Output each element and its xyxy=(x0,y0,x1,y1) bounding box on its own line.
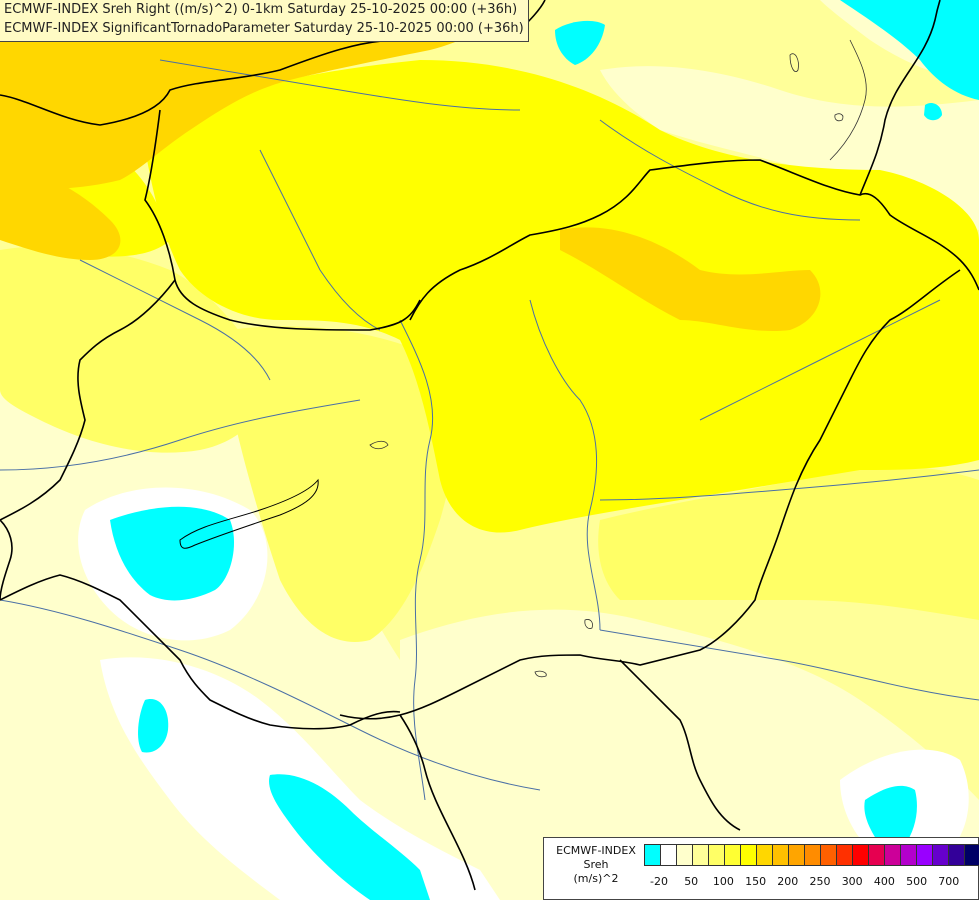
legend-swatch xyxy=(900,844,917,866)
field-cyan-north xyxy=(555,20,605,65)
legend-swatch xyxy=(724,844,741,866)
legend-tick-label: 700 xyxy=(938,875,960,888)
legend-swatch xyxy=(948,844,965,866)
border-hungary-romania xyxy=(339,269,961,720)
map-header: ECMWF-INDEX Sreh Right ((m/s)^2) 0-1km S… xyxy=(0,0,529,42)
field-pale-south xyxy=(400,609,979,900)
legend-tick-label: 250 xyxy=(809,875,831,888)
border-west-slovenia xyxy=(0,519,13,601)
minor-borders xyxy=(369,39,867,678)
legend-title-unit: (m/s)^2 xyxy=(573,872,619,885)
legend-tick-label: 100 xyxy=(712,875,734,888)
border-croatia-serbia xyxy=(399,714,476,891)
border-czech-slovak xyxy=(144,109,421,331)
field-gold-center xyxy=(560,227,821,332)
field-cyan-west xyxy=(110,506,235,601)
field-gold-west xyxy=(0,160,121,260)
legend-tick-label: 200 xyxy=(777,875,799,888)
legend-swatch xyxy=(692,844,709,866)
legend-ticks: -20 50 100 150 200 250 300 400 500 700 xyxy=(645,875,975,889)
field-medium-east xyxy=(598,465,979,620)
legend-tick-label: 50 xyxy=(684,875,699,888)
field-cyan-southeast xyxy=(864,785,917,845)
legend-swatch xyxy=(820,844,837,866)
legend-swatch xyxy=(708,844,725,866)
header-line-sreh: ECMWF-INDEX Sreh Right ((m/s)^2) 0-1km S… xyxy=(4,2,518,17)
field-cyan-south xyxy=(269,774,430,900)
legend-tick-label: 500 xyxy=(906,875,928,888)
legend-tick-label: 300 xyxy=(841,875,863,888)
field-cyan-south-small xyxy=(138,699,169,753)
border-east-ukraine xyxy=(859,0,941,196)
legend-swatch xyxy=(916,844,933,866)
legend-swatch xyxy=(868,844,885,866)
legend-swatch xyxy=(772,844,789,866)
field-cyan-ne-dot xyxy=(924,103,942,121)
legend-swatch xyxy=(740,844,757,866)
legend-swatch xyxy=(644,844,661,866)
legend-title-model: ECMWF-INDEX xyxy=(556,844,636,857)
legend-swatch xyxy=(836,844,853,866)
border-slovenia-croatia xyxy=(0,574,401,730)
color-legend: ECMWF-INDEX Sreh (m/s)^2 -20 50 100 150 200 2… xyxy=(543,837,979,900)
legend-swatch xyxy=(964,844,979,866)
header-line-stp: ECMWF-INDEX SignificantTornadoParameter … xyxy=(4,21,524,36)
field-cyan-northeast xyxy=(840,0,979,100)
legend-swatch xyxy=(852,844,869,866)
legend-tick-label: 150 xyxy=(745,875,767,888)
legend-swatches xyxy=(644,844,979,866)
legend-swatch xyxy=(676,844,693,866)
field-strong-core xyxy=(140,60,979,533)
lake-outline xyxy=(179,478,319,549)
legend-tick-label: -20 xyxy=(650,875,668,888)
field-medium-west xyxy=(0,246,267,453)
legend-swatch xyxy=(660,844,677,866)
legend-swatch xyxy=(788,844,805,866)
legend-swatch xyxy=(756,844,773,866)
legend-title: ECMWF-INDEX Sreh (m/s)^2 xyxy=(548,844,644,886)
legend-tick-label: 400 xyxy=(873,875,895,888)
border-slovak-hungary xyxy=(409,159,979,321)
rivers xyxy=(0,59,979,801)
border-austria-hungary xyxy=(0,279,176,521)
border-romania-serbia xyxy=(619,659,741,831)
legend-swatch xyxy=(932,844,949,866)
legend-swatch xyxy=(804,844,821,866)
legend-swatch xyxy=(884,844,901,866)
legend-title-param: Sreh xyxy=(583,858,609,871)
field-gold-northwest xyxy=(0,0,520,190)
field-medium-center xyxy=(230,326,459,642)
